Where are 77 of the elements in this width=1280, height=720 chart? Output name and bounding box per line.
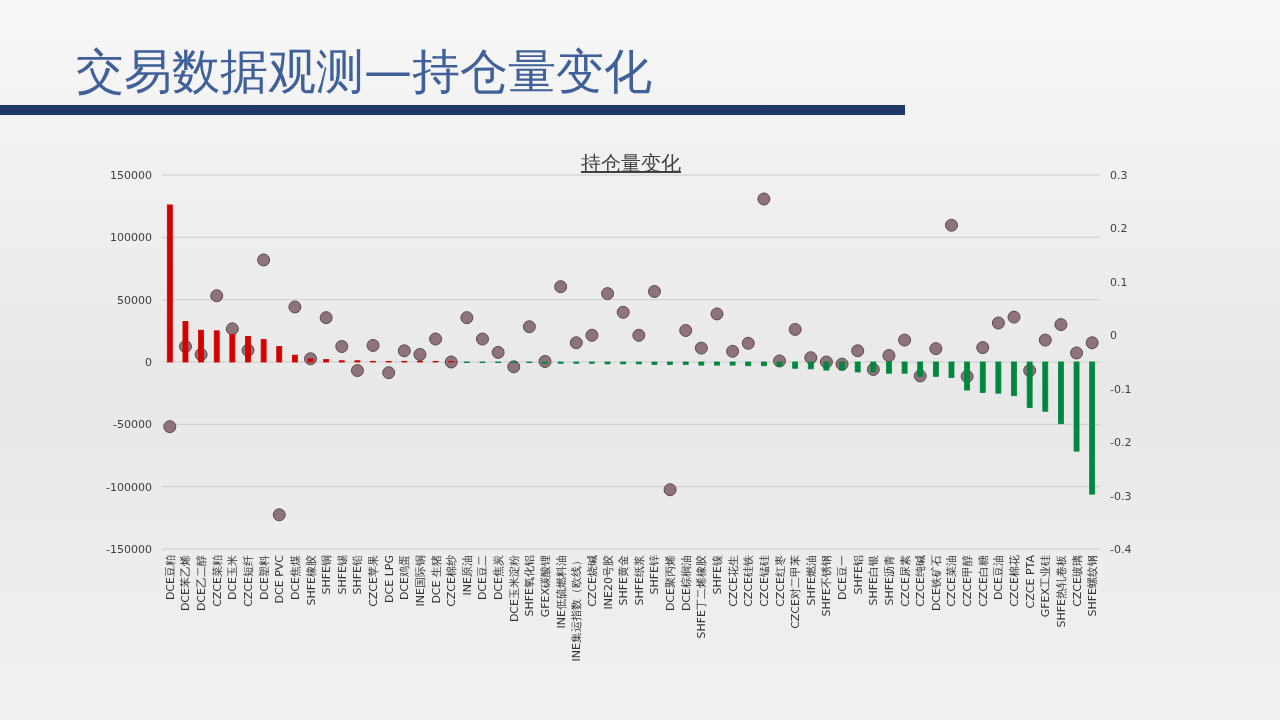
- chart-title: 交易数据观测—持仓量变化: [76, 43, 652, 99]
- y2-tick-label: 0.2: [1110, 222, 1128, 236]
- x-tick-label: INE原油: [460, 555, 474, 596]
- x-tick-label: SHFE燃油: [804, 555, 818, 606]
- x-tick-label: DCE豆粕: [163, 555, 177, 601]
- x-tick-label: CZCE白糖: [976, 555, 990, 607]
- x-tick-label: CZCE PTA: [1023, 554, 1037, 609]
- x-tick-label: SHFE铅: [351, 555, 365, 595]
- y2-tick-label: -0.4: [1110, 543, 1132, 556]
- x-tick-label: DCE LPG: [382, 555, 396, 603]
- x-tick-label: SHFE锡: [335, 555, 349, 595]
- y-tick-label: 0: [145, 356, 152, 369]
- x-tick-label: CZCE棉花: [1008, 555, 1022, 607]
- x-tick-label: SHFE镍: [710, 555, 724, 595]
- x-tick-label: CZCE红枣: [773, 555, 787, 607]
- x-tick-label: SHFE白银: [867, 555, 881, 606]
- x-tick-label: DCE玉米: [226, 555, 240, 601]
- x-tick-label: SHFE纸浆: [632, 555, 646, 606]
- x-tick-label: DCE PVC: [273, 554, 287, 604]
- x-tick-label: INE低硫燃料油: [554, 555, 568, 629]
- x-tick-label: SHFE锌: [648, 555, 662, 595]
- x-tick-label: DCE苯乙烯: [179, 555, 193, 612]
- x-tick-label: SHFE铜: [320, 555, 334, 595]
- x-tick-label: CZCE花生: [726, 555, 740, 607]
- x-tick-label: INE集运指数（欧线）: [570, 555, 584, 662]
- x-tick-label: CZCE尿素: [898, 555, 912, 607]
- x-tick-label: DCE铁矿石: [929, 555, 943, 612]
- x-tick-label: SHFE热轧卷板: [1054, 555, 1068, 628]
- x-tick-label: SHFE橡胶: [304, 555, 318, 606]
- x-tick-label: CZCE玻璃: [1070, 555, 1084, 607]
- x-tick-label: CZCE烧碱: [585, 555, 599, 607]
- x-tick-label: DCE塑料: [257, 555, 271, 601]
- y-tick-label: -50000: [113, 418, 152, 432]
- x-tick-label: SHFE铝: [851, 555, 865, 595]
- x-tick-label: DCE焦炭: [492, 555, 506, 601]
- x-tick-label: SHFE丁二烯橡胶: [695, 555, 709, 639]
- x-tick-label: DCE聚丙烯: [664, 555, 678, 612]
- y-tick-label: -100000: [106, 480, 152, 494]
- x-tick-label: SHFE沥青: [882, 555, 896, 606]
- x-tick-label: DCE棕榈油: [679, 555, 693, 612]
- x-tick-label: DCE豆二: [476, 555, 490, 601]
- x-tick-label: CZCE菜油: [945, 555, 959, 607]
- chart-subtitle: 持仓量变化: [581, 151, 681, 175]
- y2-tick-label: -0.1: [1110, 382, 1132, 396]
- x-tick-label: CZCE菜粕: [210, 555, 224, 607]
- x-tick-label: CZCE苹果: [367, 555, 381, 607]
- x-tick-label: DCE焦煤: [288, 555, 302, 601]
- x-tick-label: GFEX工业硅: [1039, 555, 1053, 618]
- x-tick-label: INE20号胶: [601, 555, 615, 610]
- y2-tick-label: 0: [1110, 329, 1117, 343]
- y2-tick-label: 0.3: [1110, 169, 1128, 182]
- x-tick-label: CZCE锰硅: [757, 555, 771, 607]
- x-tick-label: CZCE短纤: [241, 555, 255, 607]
- x-tick-label: CZCE纯碱: [914, 555, 928, 607]
- x-tick-label: SHFE不锈钢: [820, 555, 834, 617]
- y-tick-label: 150000: [110, 169, 152, 182]
- x-tick-label: SHFE氧化铝: [523, 555, 537, 617]
- y-tick-label: 100000: [110, 231, 152, 245]
- x-tick-label: DCE鸡蛋: [398, 555, 412, 601]
- x-tick-label: CZCE对二甲苯: [789, 555, 803, 629]
- y2-tick-label: -0.2: [1110, 436, 1132, 450]
- y-tick-label: 50000: [117, 293, 152, 307]
- x-tick-label: GFEX碳酸锂: [539, 555, 553, 618]
- x-tick-label: DCE乙二醇: [195, 555, 209, 612]
- x-tick-label: DCE豆油: [992, 555, 1006, 601]
- y-tick-label: -150000: [106, 543, 152, 556]
- x-tick-label: DCE豆一: [836, 555, 850, 601]
- x-tick-label: CZCE甲醇: [961, 555, 975, 607]
- x-tick-label: INE国际铜: [413, 555, 427, 607]
- x-tick-label: CZCE硅铁: [742, 555, 756, 607]
- y2-tick-label: -0.3: [1110, 489, 1132, 503]
- y2-tick-label: 0.1: [1110, 275, 1128, 289]
- x-tick-label: SHFE螺纹钢: [1086, 555, 1100, 617]
- x-tick-label: SHFE黄金: [617, 555, 631, 606]
- x-tick-label: DCE 生猪: [429, 555, 443, 604]
- x-tick-label: CZCE棉纱: [445, 555, 459, 607]
- x-tick-label: DCE玉米淀粉: [507, 555, 521, 623]
